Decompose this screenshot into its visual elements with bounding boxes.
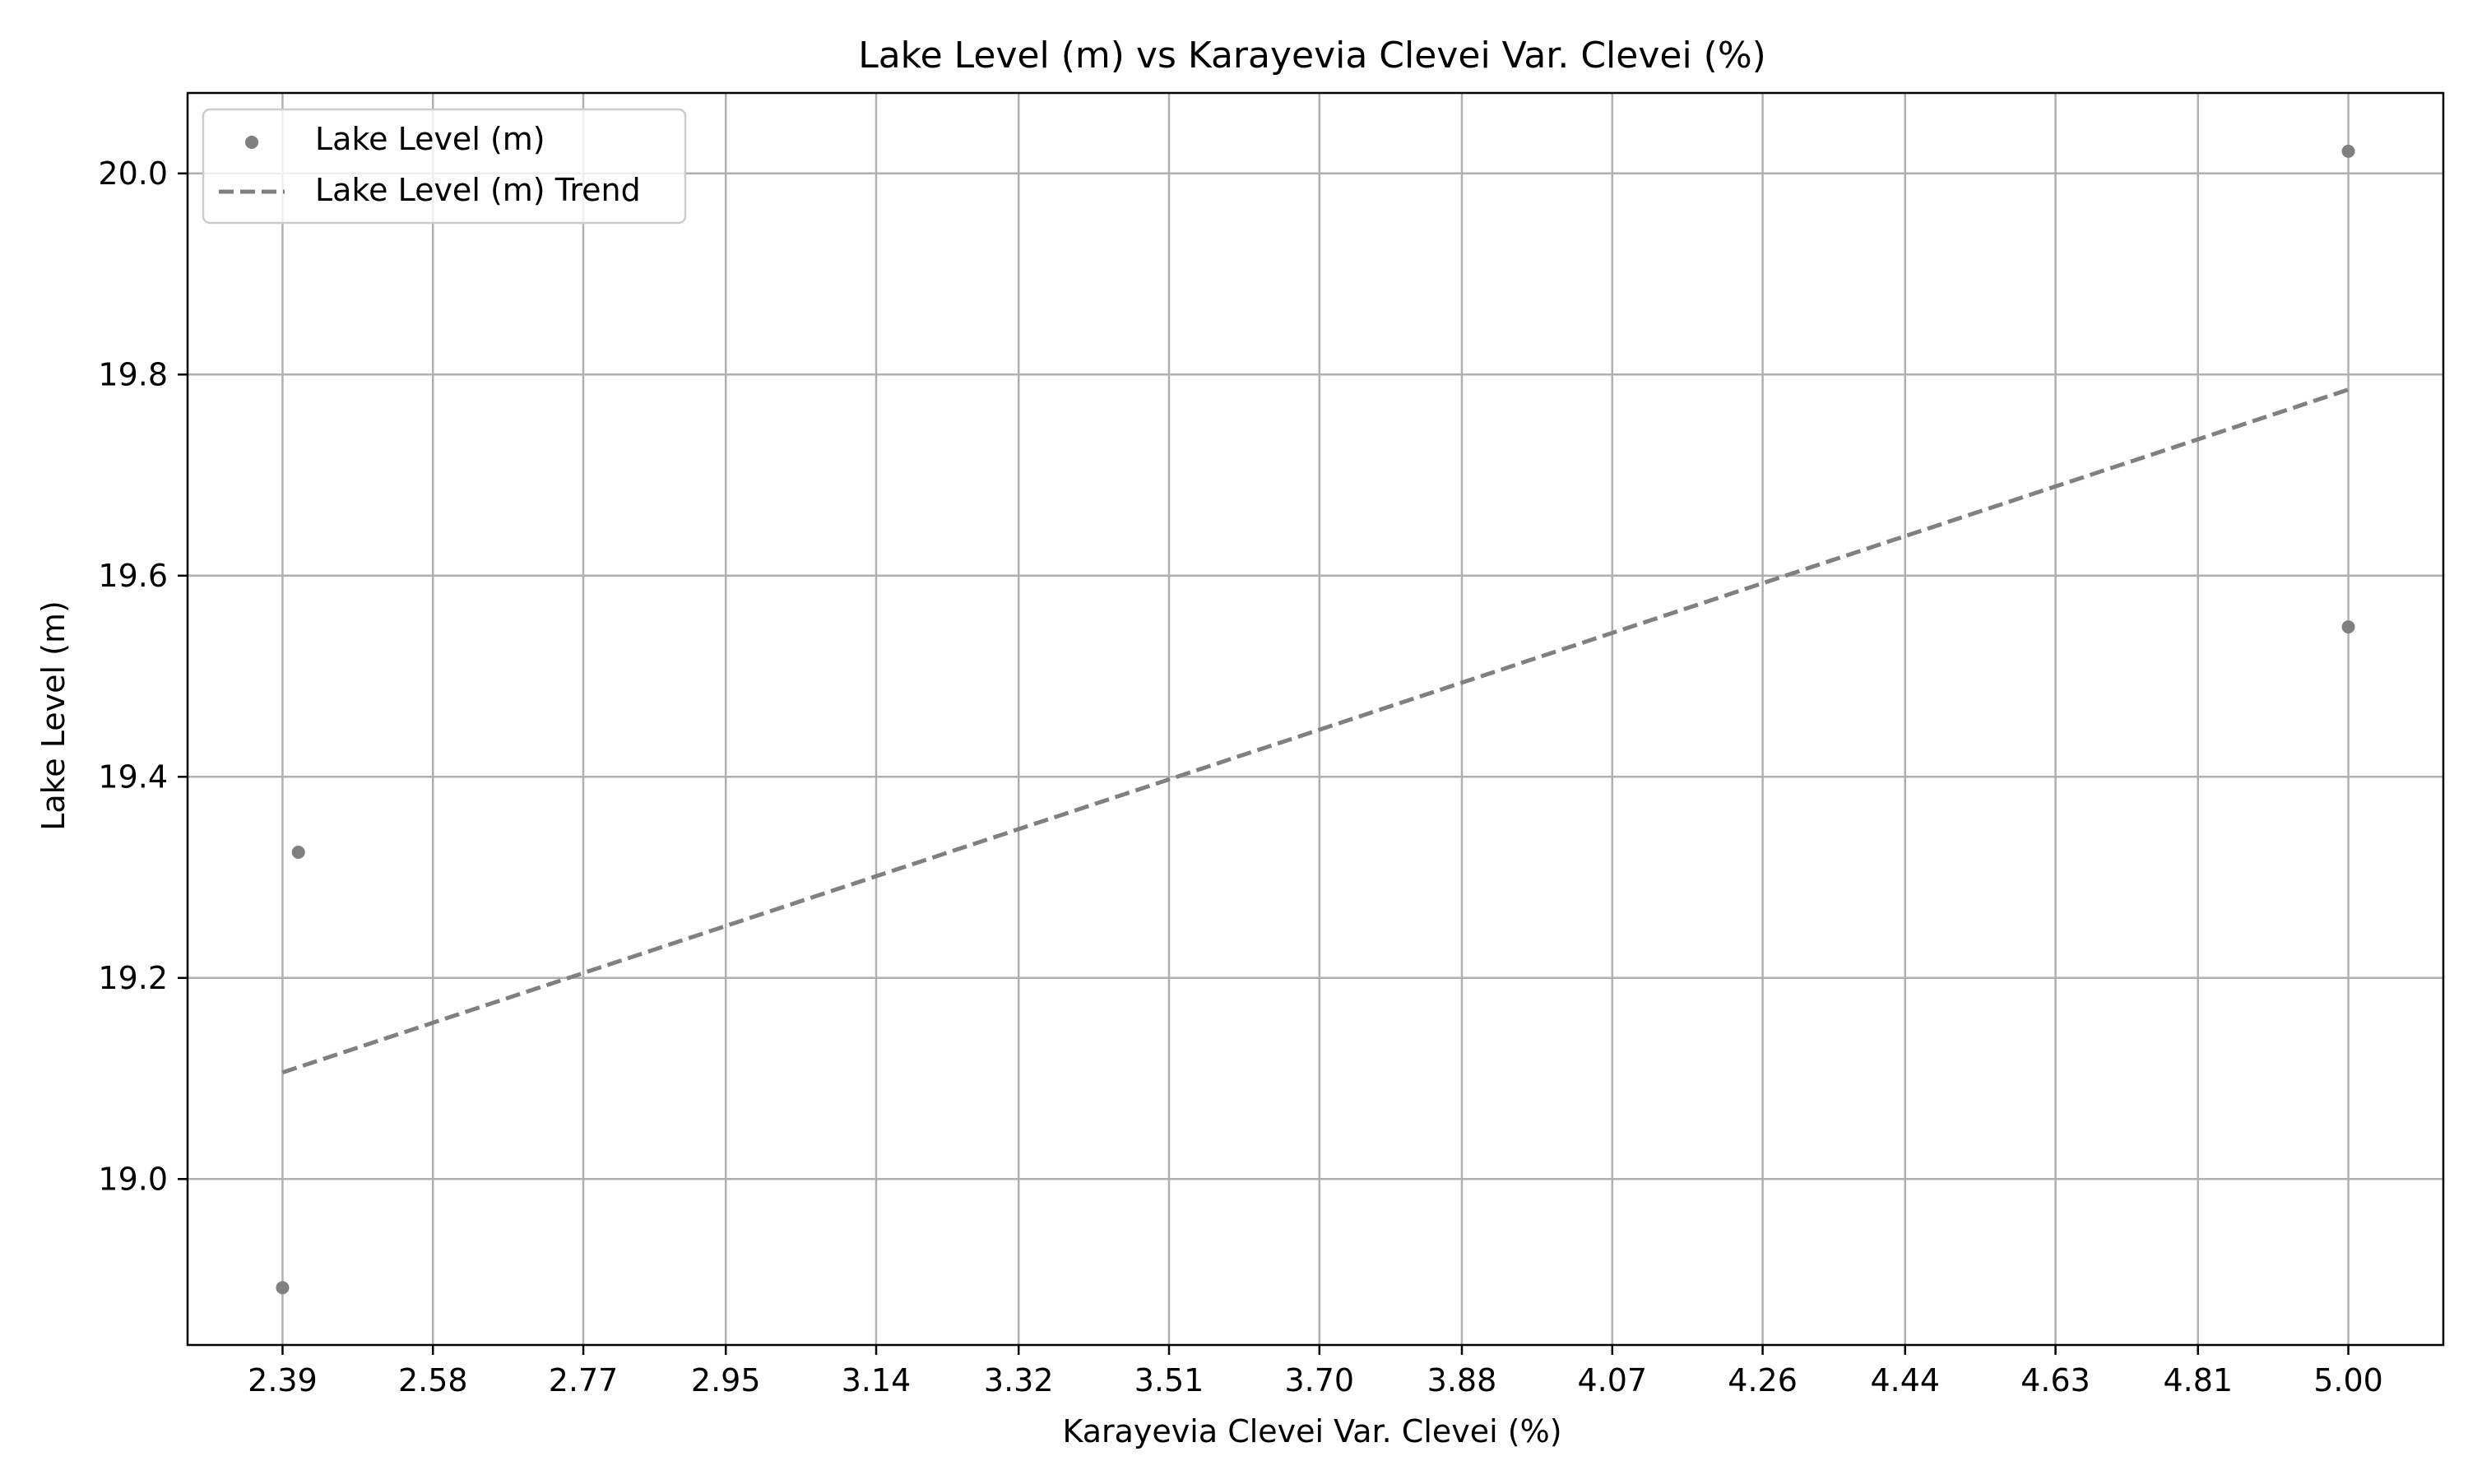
grid-lines [188, 93, 2443, 1345]
data-point [291, 845, 305, 859]
plot-frame [186, 91, 2445, 1347]
legend-marker-scatter [245, 136, 258, 149]
x-tick-label: 2.95 [691, 1362, 761, 1398]
x-axis-label: Karayevia Clevei Var. Clevei (%) [1062, 1413, 1561, 1449]
x-tick-label: 4.44 [1870, 1362, 1940, 1398]
x-tick-label: 2.39 [248, 1362, 318, 1398]
data-point [276, 1281, 290, 1295]
chart-title: Lake Level (m) vs Karayevia Clevei Var. … [858, 35, 1766, 77]
x-tick-label: 4.26 [1728, 1362, 1798, 1398]
legend-label-trend: Lake Level (m) Trend [315, 172, 641, 208]
x-tick-label: 3.88 [1427, 1362, 1497, 1398]
legend-label-scatter: Lake Level (m) [315, 121, 545, 157]
x-tick-label: 4.81 [2163, 1362, 2233, 1398]
x-tick-label: 4.07 [1577, 1362, 1647, 1398]
y-tick-label: 19.6 [98, 558, 168, 594]
x-tick-label: 2.77 [549, 1362, 619, 1398]
y-tick-label: 19.0 [98, 1161, 168, 1197]
x-tick-label: 3.32 [984, 1362, 1054, 1398]
x-tick-label: 3.51 [1134, 1362, 1204, 1398]
legend: Lake Level (m) Lake Level (m) Trend [202, 108, 687, 225]
x-tick-label: 3.14 [842, 1362, 912, 1398]
x-axis-ticks: 2.39 2.58 2.77 2.95 3.14 3.32 3.51 3.70 3.88 4.07… [248, 1345, 2383, 1398]
x-tick-label: 5.00 [2313, 1362, 2383, 1398]
x-tick-label: 2.58 [398, 1362, 468, 1398]
x-tick-label: 4.63 [2020, 1362, 2090, 1398]
y-axis-label: Lake Level (m) [35, 601, 72, 831]
data-point [2341, 620, 2355, 634]
legend-box [202, 108, 687, 225]
y-tick-label: 19.2 [98, 960, 168, 996]
y-tick-label: 20.0 [98, 155, 168, 192]
x-tick-label: 3.70 [1285, 1362, 1355, 1398]
data-point [2341, 144, 2355, 158]
y-axis-ticks: 19.0 19.2 19.4 19.6 19.8 20.0 [98, 155, 188, 1197]
y-tick-label: 19.4 [98, 758, 168, 795]
data-points [276, 144, 2355, 1295]
y-tick-label: 19.8 [98, 356, 168, 392]
